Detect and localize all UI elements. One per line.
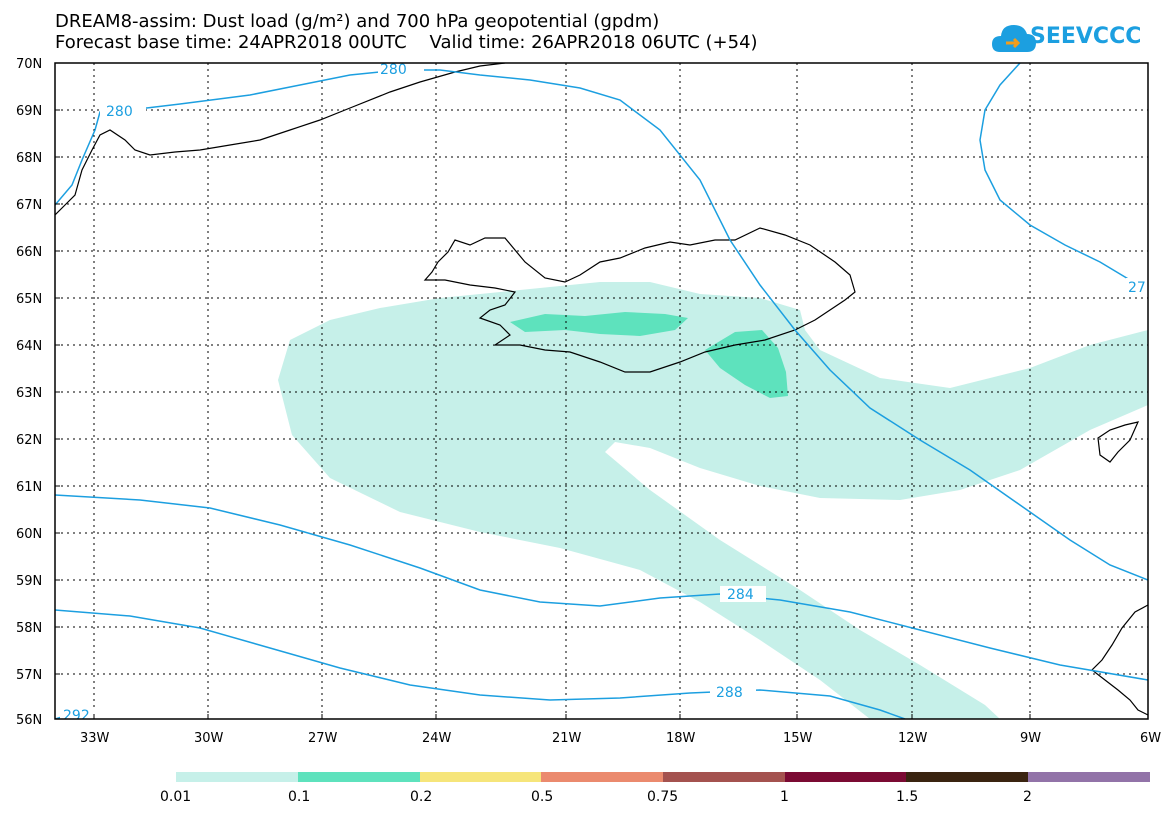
cloud-icon [992,25,1036,52]
lat-label: 57N [16,668,42,683]
contour-labels: 280 280 284 288 292 27 [60,62,1148,724]
lon-label: 30W [194,731,224,746]
longitude-gridlines [93,63,1031,719]
color-bar-segment [420,772,541,782]
lat-label: 70N [16,57,42,72]
lat-label: 63N [16,386,42,401]
color-bar-segment [176,772,298,782]
lon-label: 15W [783,731,813,746]
lon-label: 21W [552,731,582,746]
lat-label: 60N [16,527,42,542]
color-bar-label: 0.01 [160,789,191,805]
lat-label: 56N [16,713,42,728]
lat-label: 62N [16,433,42,448]
lon-label: 9W [1020,731,1041,746]
axis-ticks [55,62,1149,719]
contour-label-284: 284 [727,587,754,603]
lat-label: 68N [16,151,42,166]
seevccc-logo [992,25,1036,52]
color-bar-segment [1028,772,1150,782]
lon-label: 33W [80,731,110,746]
contour-288 [55,609,906,719]
color-bar-labels: 0.01 0.1 0.2 0.5 0.75 1 1.5 2 [160,789,1032,805]
contour-label-27: 27 [1128,280,1146,296]
color-bar-label: 0.75 [647,789,678,805]
lon-label: 18W [666,731,696,746]
contour-label-280-left: 280 [106,104,133,120]
lat-label: 66N [16,245,42,260]
color-bar-label: 0.5 [531,789,553,805]
color-bar-label: 0.2 [410,789,432,805]
color-bar-segment [663,772,785,782]
color-bar-segment [785,772,906,782]
lat-label: 64N [16,339,42,354]
coastlines [55,63,1148,716]
color-bar-label: 1.5 [896,789,918,805]
iceland-coast [423,227,856,373]
latitude-gridlines [55,109,1148,675]
contour-label-288: 288 [716,685,743,701]
logo-text: SEEVCCC [1030,24,1142,49]
map-title: DREAM8-assim: Dust load (g/m²) and 700 h… [55,11,660,32]
map-frame [54,62,1149,720]
lat-label: 58N [16,621,42,636]
lon-label: 6W [1140,731,1161,746]
faroe-coast [1097,421,1140,463]
color-bar [176,772,1150,782]
dust-region-low [278,282,1148,719]
latitude-labels: 70N 69N 68N 67N 66N 65N 64N 63N 62N 61N … [16,57,42,728]
lon-label: 24W [422,731,452,746]
color-bar-label: 2 [1023,789,1032,805]
color-bar-segment [298,772,420,782]
lat-label: 69N [16,104,42,119]
dust-region-mid-west [510,312,688,336]
contour-27-east [979,63,1131,281]
color-bar-label: 1 [780,789,789,805]
lat-label: 65N [16,292,42,307]
color-bar-segment [906,772,1028,782]
lon-label: 27W [308,731,338,746]
lon-label: 12W [898,731,928,746]
longitude-labels: 33W 30W 27W 24W 21W 18W 15W 12W 9W 6W [80,731,1161,746]
color-bar-segment [541,772,663,782]
lat-label: 67N [16,198,42,213]
contour-284 [55,494,1148,681]
greenland-coast [55,63,506,216]
map-subtitle: Forecast base time: 24APR2018 00UTC Vali… [55,32,758,53]
lat-label: 61N [16,480,42,495]
contour-label-292: 292 [63,708,90,724]
contour-label-280-top: 280 [380,62,407,78]
color-bar-label: 0.1 [288,789,310,805]
lat-label: 59N [16,574,42,589]
